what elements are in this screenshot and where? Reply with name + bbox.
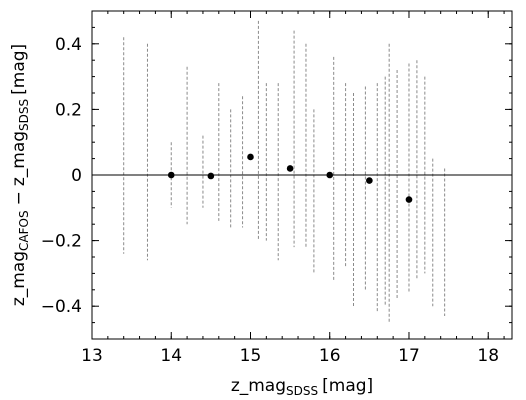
x-axis-label: z_magSDSS [mag] — [231, 376, 373, 398]
data-point — [286, 165, 294, 172]
x-axis-label-unit: [mag] — [322, 376, 373, 396]
y-tick-label: −0.4 — [41, 297, 82, 317]
y-axis-label: z_magCAFOS−z_magSDSS[mag] — [9, 44, 31, 306]
y-tick-label: 0.4 — [55, 35, 82, 55]
x-tick-label: 13 — [81, 346, 103, 366]
data-point — [326, 171, 334, 179]
x-axis-label-main: z_mag — [231, 376, 286, 396]
data-point — [207, 172, 215, 180]
y-axis-label-main2: z_mag — [9, 131, 29, 186]
x-axis-label-sub: SDSS — [286, 384, 318, 398]
data-point — [247, 153, 254, 161]
data-point — [167, 171, 175, 179]
data-point — [366, 177, 373, 184]
plot-area — [92, 20, 512, 323]
y-axis-label-op: − — [9, 191, 29, 205]
x-tick-label: 17 — [398, 346, 420, 366]
x-tick-label: 16 — [319, 346, 341, 366]
y-axis-label-sub1: CAFOS — [17, 210, 31, 251]
y-tick-label: 0 — [71, 166, 82, 186]
y-tick-label: −0.2 — [41, 232, 82, 252]
y-axis-label-main: z_mag — [9, 251, 29, 306]
data-point — [405, 196, 413, 203]
x-tick-label: 15 — [240, 346, 262, 366]
x-tick-label: 14 — [160, 346, 182, 366]
y-axis-label-unit: [mag] — [9, 44, 29, 95]
y-axis-label-sub2: SDSS — [17, 99, 31, 131]
y-tick-label: 0.2 — [55, 100, 82, 120]
axes: 13 14 15 16 17 18 −0.4 −0.2 0 0.2 0.4 — [41, 10, 513, 366]
x-tick-label: 18 — [477, 346, 499, 366]
